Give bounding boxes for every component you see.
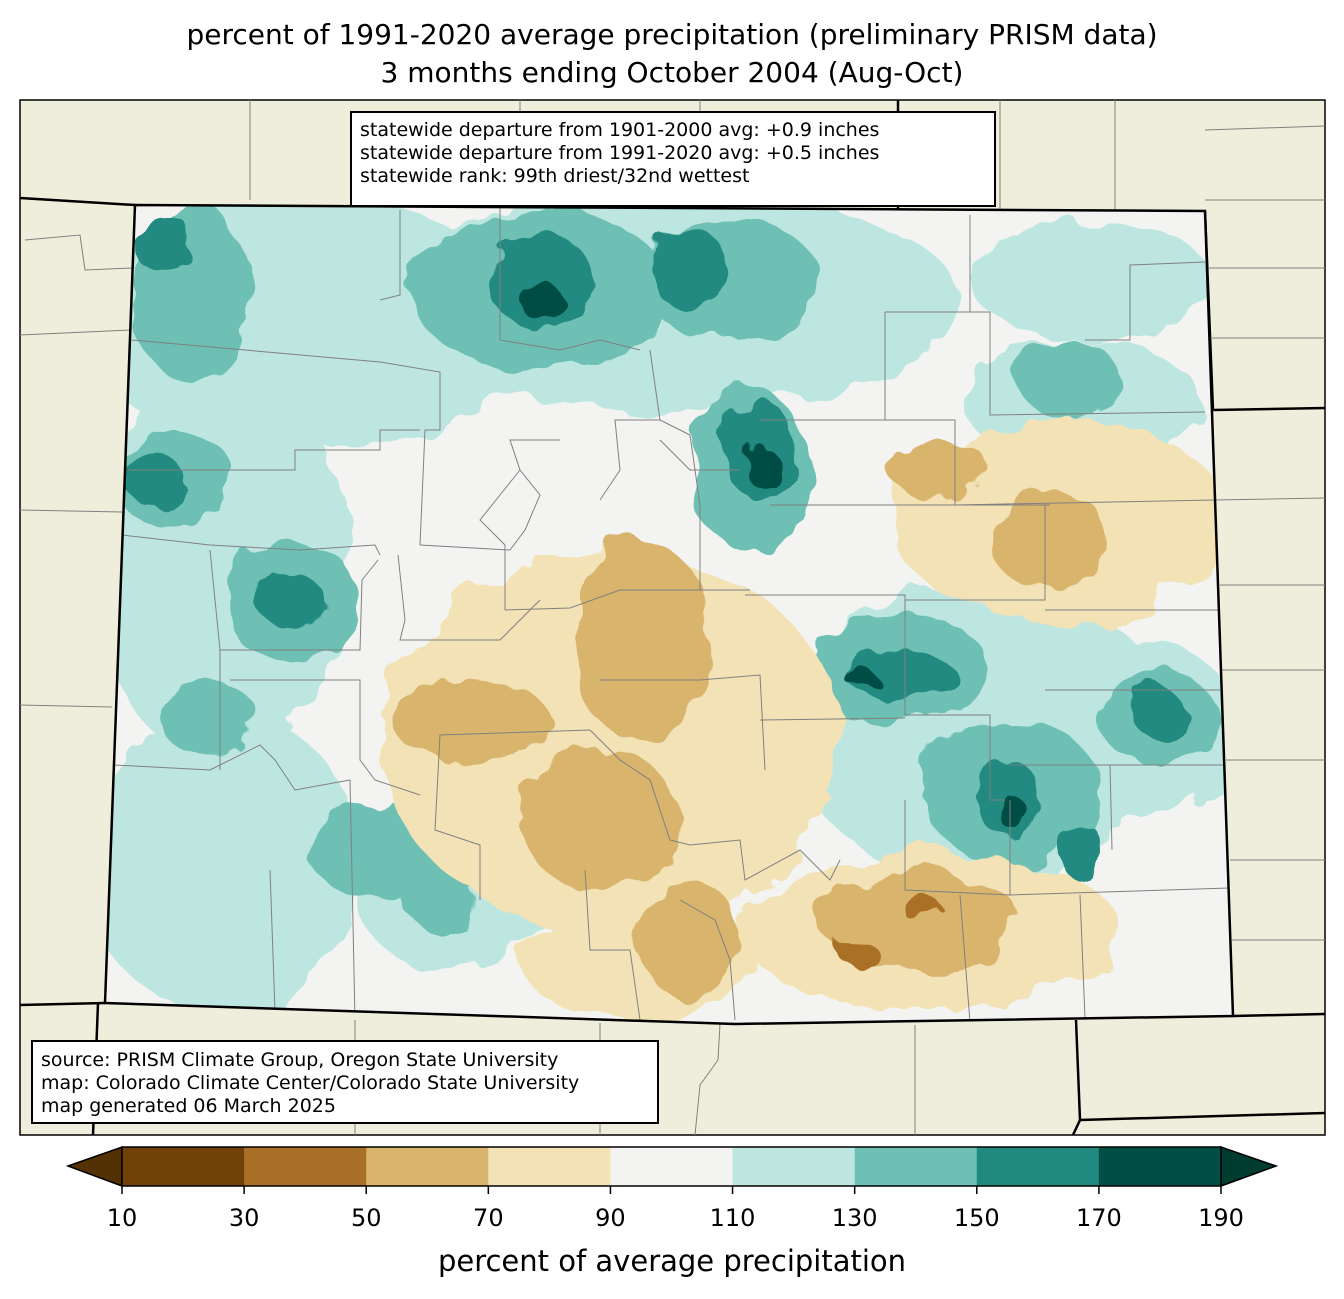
colorbar-tick-label: 90 (595, 1204, 626, 1232)
colorbar-bin-3 (488, 1147, 611, 1186)
source-box: source: PRISM Climate Group, Oregon Stat… (31, 1040, 659, 1124)
source-line: source: PRISM Climate Group, Oregon Stat… (41, 1049, 559, 1071)
map-title: percent of 1991-2020 average precipitati… (186, 18, 1158, 51)
colorbar-bin-2 (366, 1147, 489, 1186)
generated-date-line: map generated 06 March 2025 (41, 1095, 336, 1117)
stats-departure-1901: statewide departure from 1901-2000 avg: … (360, 119, 880, 141)
colorbar-tick-label: 110 (709, 1204, 756, 1232)
colorbar-label: percent of average precipitation (437, 1244, 907, 1278)
colorbar-tick-label: 170 (1075, 1204, 1122, 1232)
colorbar-bin-0 (122, 1147, 245, 1186)
map-credit-line: map: Colorado Climate Center/Colorado St… (41, 1072, 580, 1094)
colorbar-bin-8 (1098, 1147, 1222, 1186)
colorbar (65, 1145, 1279, 1194)
colorbar-tick-label: 130 (831, 1204, 878, 1232)
colorbar-over-arrow (1220, 1145, 1279, 1188)
stats-departure-1991: statewide departure from 1991-2020 avg: … (360, 142, 880, 164)
precipitation-field (105, 205, 1233, 1024)
colorbar-bin-5 (732, 1147, 856, 1186)
colorbar-tick-label: 190 (1198, 1204, 1244, 1232)
colorbar-bin-4 (610, 1147, 734, 1186)
colorbar-tick-label: 30 (228, 1204, 260, 1232)
colorbar-tick-label: 70 (473, 1204, 504, 1232)
colorbar-bin-6 (854, 1147, 978, 1186)
colorado-border (103, 203, 1235, 1026)
colorbar-under-arrow (65, 1145, 123, 1188)
stats-rank: statewide rank: 99th driest/32nd wettest (360, 165, 750, 187)
colorbar-bin-1 (244, 1147, 367, 1186)
colorbar-tick-label: 50 (350, 1204, 382, 1232)
map-subtitle: 3 months ending October 2004 (Aug-Oct) (380, 56, 964, 89)
colorbar-bin-7 (976, 1147, 1100, 1186)
statewide-stats-box: statewide departure from 1901-2000 avg: … (350, 111, 996, 207)
colorbar-tick-label: 10 (106, 1204, 138, 1232)
county-lines (113, 208, 1231, 1023)
colorbar-tick-label: 150 (953, 1204, 1000, 1232)
